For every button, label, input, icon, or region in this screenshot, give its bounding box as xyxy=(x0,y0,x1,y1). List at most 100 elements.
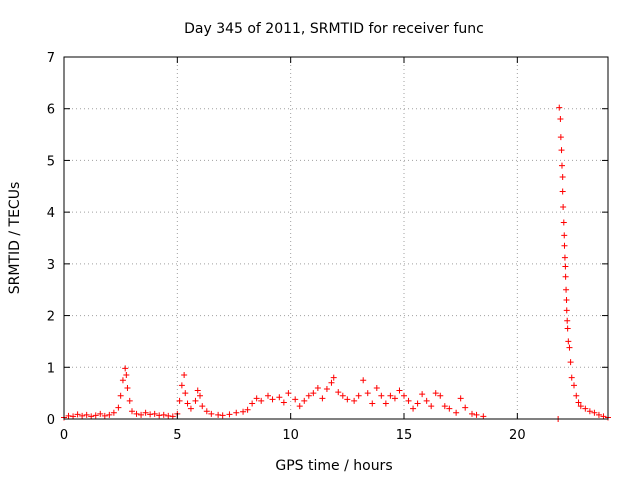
data-point xyxy=(215,411,222,418)
data-point xyxy=(559,188,566,195)
data-point xyxy=(203,408,210,415)
data-point xyxy=(369,400,376,407)
data-point xyxy=(563,286,570,293)
data-point xyxy=(233,409,240,416)
data-point xyxy=(469,410,475,417)
data-point xyxy=(595,411,602,418)
data-point xyxy=(280,399,287,406)
x-tick-label: 15 xyxy=(396,428,413,443)
y-tick-label: 7 xyxy=(47,51,55,66)
data-point xyxy=(560,203,567,210)
data-point xyxy=(473,411,480,418)
data-point xyxy=(401,392,407,399)
y-tick-label: 4 xyxy=(47,206,55,221)
data-point xyxy=(296,403,303,410)
data-point xyxy=(258,397,265,404)
data-layer xyxy=(61,104,611,422)
data-point xyxy=(339,392,346,399)
data-point xyxy=(573,392,580,399)
y-tick-label: 5 xyxy=(47,154,55,169)
data-point xyxy=(410,405,417,412)
y-tick-label: 2 xyxy=(47,310,55,325)
data-point xyxy=(564,325,571,332)
data-point xyxy=(244,406,251,413)
data-point xyxy=(253,395,260,402)
data-point xyxy=(182,390,189,397)
data-point xyxy=(428,403,435,410)
data-point xyxy=(181,372,188,379)
y-tick-label: 6 xyxy=(47,103,55,118)
data-point xyxy=(328,379,335,386)
data-point xyxy=(276,394,283,401)
data-point xyxy=(117,392,124,399)
data-point xyxy=(178,382,185,389)
data-point xyxy=(423,397,430,404)
data-point xyxy=(138,411,145,418)
data-point xyxy=(419,391,426,398)
data-point xyxy=(391,395,398,402)
x-tick-label: 10 xyxy=(282,428,299,443)
data-point xyxy=(92,412,99,419)
data-point xyxy=(219,412,226,419)
data-point xyxy=(378,392,385,399)
data-point xyxy=(577,403,584,410)
data-point xyxy=(480,413,487,420)
data-point xyxy=(110,409,117,416)
data-point xyxy=(562,263,569,270)
data-point xyxy=(142,409,149,416)
data-point xyxy=(133,410,140,417)
data-point xyxy=(240,408,247,415)
data-point xyxy=(285,390,292,397)
data-point xyxy=(194,387,201,394)
data-point xyxy=(561,232,568,239)
data-point xyxy=(441,403,448,410)
chart-title: Day 345 of 2011, SRMTID for receiver fun… xyxy=(184,21,484,37)
x-axis-label: GPS time / hours xyxy=(275,458,392,474)
data-point xyxy=(335,389,342,396)
data-point xyxy=(208,410,215,417)
data-point xyxy=(561,254,568,261)
data-point xyxy=(351,397,358,404)
data-point xyxy=(561,242,568,249)
data-point xyxy=(355,392,362,399)
data-point xyxy=(70,413,77,420)
data-point xyxy=(568,374,575,381)
data-point xyxy=(382,400,389,407)
data-point xyxy=(556,104,563,111)
data-point xyxy=(557,116,564,123)
data-point xyxy=(405,397,412,404)
x-tick-label: 5 xyxy=(173,428,181,443)
y-axis-label: SRMTID / TECUs xyxy=(7,182,23,295)
grid xyxy=(64,57,608,419)
data-point xyxy=(462,404,469,411)
data-point xyxy=(226,411,233,418)
data-point xyxy=(557,134,564,141)
data-point xyxy=(97,410,104,417)
ticks: 0 5 10 15 20 0 1 2 3 4 5 6 7 xyxy=(47,51,608,443)
data-point xyxy=(591,409,598,416)
data-point xyxy=(582,405,589,412)
data-point xyxy=(564,317,571,324)
data-point xyxy=(563,297,570,304)
data-point xyxy=(83,411,90,418)
y-tick-label: 1 xyxy=(47,361,55,376)
data-point xyxy=(184,400,191,407)
data-point xyxy=(360,377,367,384)
data-point xyxy=(115,404,122,411)
data-point xyxy=(559,173,566,180)
data-point xyxy=(560,219,567,226)
data-point xyxy=(364,390,371,397)
data-point xyxy=(169,413,176,420)
data-point xyxy=(160,411,167,418)
plot-frame xyxy=(63,56,609,420)
data-point xyxy=(123,372,130,379)
data-point xyxy=(101,412,108,419)
data-point xyxy=(156,412,163,419)
data-point xyxy=(567,359,574,366)
data-point xyxy=(301,397,308,404)
data-point xyxy=(396,387,403,394)
y-tick-label: 0 xyxy=(47,413,55,428)
data-point xyxy=(106,411,113,418)
data-point xyxy=(187,405,194,412)
